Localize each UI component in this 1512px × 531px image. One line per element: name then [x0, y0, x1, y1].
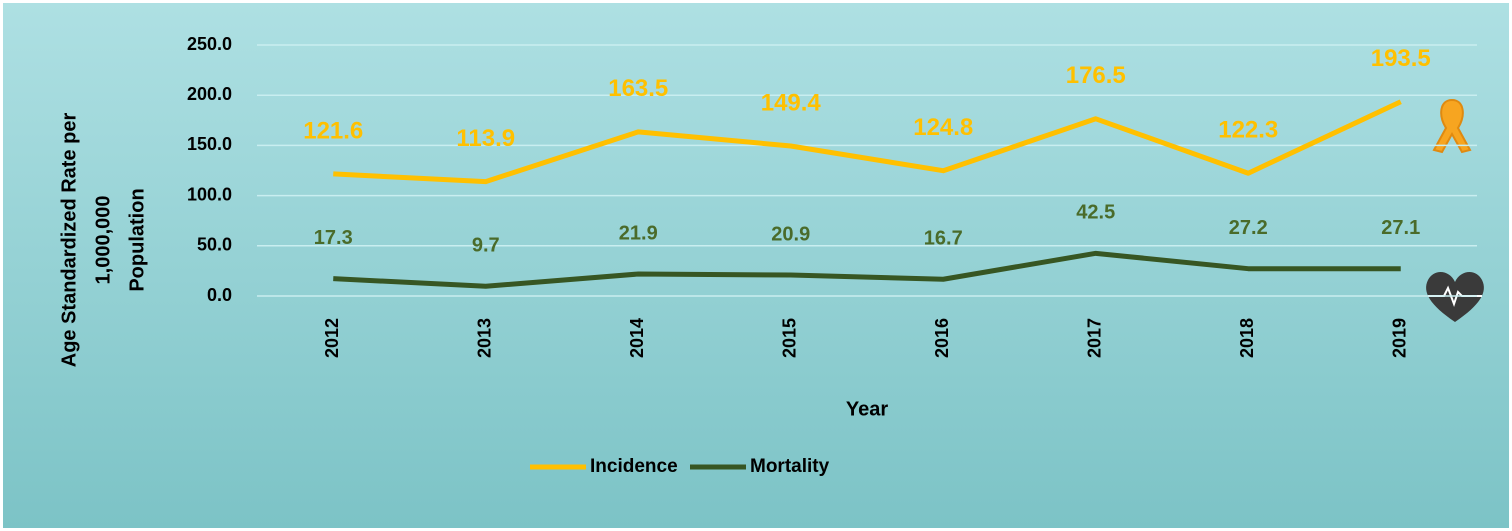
x-tick-label: 2018 [1237, 318, 1257, 358]
ribbon-icon [1432, 98, 1472, 154]
y-tick-label: 150.0 [187, 134, 232, 154]
y-tick-label: 200.0 [187, 84, 232, 104]
y-axis-title: 1,000,000 [92, 196, 114, 285]
data-label: 20.9 [771, 223, 810, 245]
data-label: 176.5 [1066, 62, 1126, 89]
y-axis-title: Population [126, 188, 148, 291]
y-tick-label: 50.0 [197, 235, 232, 255]
data-label: 16.7 [924, 228, 963, 250]
data-label: 21.9 [619, 222, 658, 244]
legend-label: Incidence [590, 456, 678, 477]
x-tick-label: 2019 [1390, 318, 1410, 358]
y-tick-label: 100.0 [187, 184, 232, 204]
x-tick-label: 2012 [322, 318, 342, 358]
data-label: 27.1 [1381, 217, 1420, 239]
data-label: 124.8 [913, 114, 973, 141]
x-tick-label: 2013 [475, 318, 495, 358]
x-tick-label: 2016 [932, 318, 952, 358]
data-label: 9.7 [472, 235, 500, 257]
x-tick-label: 2014 [627, 318, 647, 358]
data-label: 17.3 [314, 227, 353, 249]
x-tick-label: 2015 [780, 318, 800, 358]
x-tick-label: 2017 [1085, 318, 1105, 358]
y-tick-label: 0.0 [207, 285, 232, 305]
y-tick-label: 250.0 [187, 34, 232, 54]
x-axis-title: Year [846, 398, 888, 420]
data-label: 113.9 [456, 125, 515, 152]
y-axis-title: Age Standardized Rate per [58, 113, 80, 368]
data-label: 163.5 [608, 75, 668, 102]
data-label: 27.2 [1229, 217, 1268, 239]
series-line [333, 99, 1402, 185]
series-line [333, 250, 1401, 289]
data-label: 149.4 [761, 89, 822, 116]
data-label: 122.3 [1218, 117, 1278, 144]
data-label: 121.6 [303, 117, 363, 144]
data-label: 193.5 [1371, 45, 1431, 72]
legend-label: Mortality [750, 456, 830, 477]
data-label: 42.5 [1076, 202, 1115, 224]
